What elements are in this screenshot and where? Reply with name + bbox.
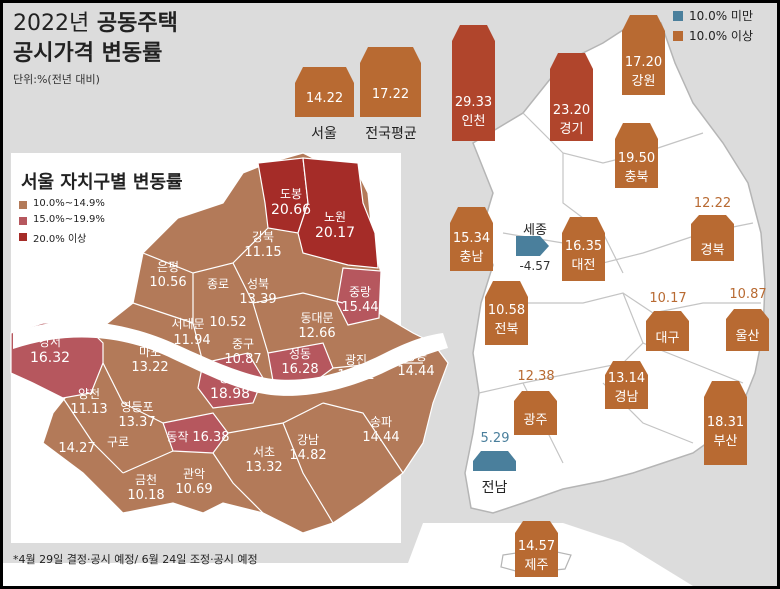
bar-ulsan: [726, 309, 769, 351]
bar-daegu: [646, 311, 689, 351]
map-canvas: [3, 3, 777, 586]
district-label: 마포 13.22: [131, 345, 169, 375]
district-label: 성동 16.28: [281, 347, 319, 377]
korea-legend-label-1: 10.0% 미만: [689, 9, 754, 23]
district-label: 구로: [106, 435, 130, 449]
title-suffix: 공동주택: [89, 11, 178, 36]
region-value: 5.29: [480, 431, 510, 446]
bar-gwangju: [514, 391, 557, 435]
bar-gyeongnam: [605, 361, 648, 409]
region-value: 10.58 전북: [487, 303, 526, 337]
seoul-legend-label-2: 15.0%~19.9%: [33, 214, 105, 225]
region-name: 광주: [523, 413, 548, 428]
title-year: 2022년: [13, 11, 90, 36]
district-label: 강서 16.32: [29, 335, 71, 366]
bar-incheon: [452, 25, 495, 141]
bar-busan: [704, 381, 747, 465]
district-label: 송파 14.44: [362, 415, 400, 445]
han-river: [13, 321, 448, 396]
region-value: 29.33 인천: [454, 95, 493, 129]
region-name: 대구: [655, 331, 680, 346]
region-value: 12.22: [693, 196, 732, 211]
region-value: 19.50 충북: [617, 151, 656, 185]
seoul-legend-swatch-1: [19, 201, 27, 209]
district-label: 종로: [206, 277, 230, 291]
seoul-legend-label-3: 20.0% 이상: [33, 234, 87, 245]
region-name: 울산: [735, 329, 760, 344]
title-line-1: 2022년 공동주택: [13, 5, 178, 37]
region-value: 15.34 충남: [452, 231, 491, 265]
bar-chungbuk: [615, 123, 658, 188]
district-label: 강북 11.15: [244, 230, 282, 260]
district-label: 동작 16.38: [166, 430, 230, 445]
district-label: 노원 20.17: [315, 210, 356, 241]
district-label: 광진 12.62: [337, 353, 375, 383]
region-bars: [295, 15, 769, 577]
korea-legend-swatch-2: [673, 31, 683, 41]
bar-chungnam: [450, 207, 493, 271]
district-dongjak: [162, 412, 229, 454]
footnote: *4월 29일 결정·공시 예정/ 6월 24일 조정·공시 예정: [13, 553, 258, 566]
seoul-legend-label-1: 10.0%~14.9%: [33, 198, 105, 209]
bar-jeonnam: [473, 451, 516, 471]
district-label: 도봉 20.66: [271, 187, 312, 218]
district-label: 중랑 15.44: [341, 285, 379, 315]
unit-note: 단위:%(전년 대비): [13, 73, 100, 86]
district-label: 10.52: [209, 315, 247, 330]
district-label: 중구 10.87: [224, 337, 262, 367]
region-value: 10.17: [649, 291, 687, 306]
region-value: 14.57 제주: [517, 539, 556, 573]
district-label: 강남 14.82: [289, 433, 327, 463]
bar-jeju: [515, 521, 558, 577]
region-value: -4.57: [519, 259, 551, 273]
district-label: 성북 13.39: [239, 277, 277, 307]
district-label: 양천 11.13: [70, 387, 108, 417]
region-value: 16.35 대전: [564, 239, 603, 273]
district-label: 금천 10.18: [127, 473, 165, 503]
district-jungnang: [336, 267, 382, 326]
seoul-legend-swatch-3: [19, 233, 27, 241]
district-label: 11.94: [173, 333, 211, 348]
district-seongdong: [267, 342, 334, 384]
region-name: 경북: [700, 243, 725, 258]
korea-legend-swatch-1: [673, 11, 683, 21]
region-name: 세종: [523, 223, 547, 238]
region-name: 서울: [311, 126, 337, 142]
district-nowon: [297, 157, 379, 269]
region-value: 17.22: [371, 87, 410, 102]
bar-national-avg: [360, 47, 421, 117]
region-value: 23.20 경기: [552, 103, 591, 137]
district-label: 서초 13.32: [245, 445, 283, 475]
bar-daejeon: [562, 217, 605, 281]
district-label: 관악 10.69: [175, 467, 213, 497]
bar-gyeongbuk: [691, 215, 734, 261]
region-value: 18.31 부산: [706, 415, 745, 449]
infographic: 2022년 공동주택 공시가격 변동률 단위:%(전년 대비) 10.0% 미만…: [3, 3, 777, 586]
region-value: 17.20 강원: [624, 55, 663, 89]
region-value: 10.87: [729, 287, 767, 302]
district-label: 서대문: [171, 317, 205, 331]
bar-sejong: [516, 236, 549, 256]
seoul-inset-title: 서울 자치구별 변동률: [21, 172, 183, 193]
district-label: 동대문 12.66: [298, 311, 336, 341]
bar-gyeonggi: [550, 53, 593, 141]
region-value: 12.38: [517, 369, 555, 384]
bar-jeonbuk: [485, 281, 528, 345]
bar-gangwon: [622, 15, 665, 95]
region-value: 13.14 경남: [607, 371, 646, 405]
region-name: 전국평균: [365, 126, 417, 142]
district-label: 영등포 13.37: [118, 400, 156, 430]
korea-legend-label-2: 10.0% 이상: [689, 29, 754, 43]
korea-peninsula: [464, 16, 766, 514]
district-label: 강동 14.44: [397, 349, 435, 379]
region-name: 전남: [481, 480, 508, 496]
region-value: 14.22: [305, 91, 344, 106]
district-label: 14.27: [58, 441, 96, 456]
bar-seoul: [295, 67, 354, 117]
seoul-legend-swatch-2: [19, 217, 27, 225]
title-line-2: 공시가격 변동률: [13, 41, 163, 66]
district-label: 은평 10.56: [149, 260, 187, 290]
district-label: 용산 18.98: [209, 371, 251, 402]
